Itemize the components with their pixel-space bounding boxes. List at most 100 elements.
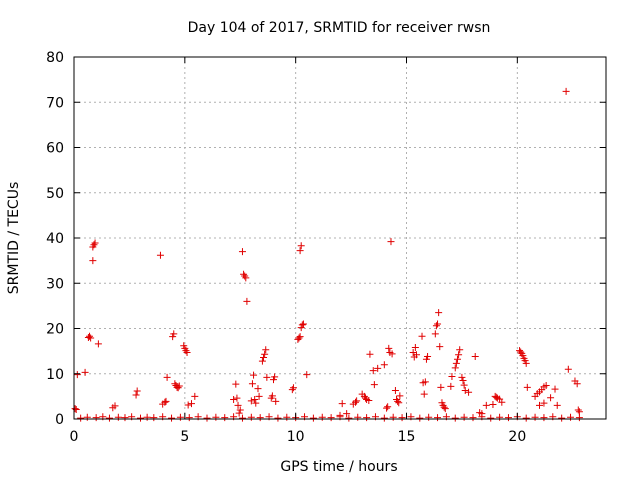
y-tick-label-0: 0 [55, 412, 64, 428]
data-point-0-201 [354, 413, 362, 421]
data-point-0-119 [440, 403, 448, 411]
x-tick-label-3: 15 [398, 429, 416, 445]
data-point-0-5 [86, 332, 94, 340]
data-point-0-190 [256, 414, 264, 422]
data-point-0-87 [370, 381, 378, 389]
y-axis-label: SRMTID / TECUs [6, 182, 22, 295]
data-point-0-10 [91, 239, 99, 247]
data-point-0-48 [250, 371, 258, 379]
data-point-0-44 [242, 274, 250, 282]
data-point-0-108 [421, 378, 429, 386]
data-point-0-166 [574, 406, 582, 414]
data-point-0-32 [184, 401, 192, 409]
data-point-0-149 [522, 359, 530, 367]
data-point-0-63 [288, 386, 296, 394]
data-point-0-167 [575, 408, 583, 416]
data-point-0-50 [252, 399, 260, 407]
data-point-0-176 [137, 414, 144, 422]
data-point-0-225 [567, 413, 575, 421]
data-point-0-226 [575, 414, 583, 422]
data-point-0-20 [163, 373, 171, 381]
data-point-0-115 [436, 343, 444, 351]
data-point-0-61 [271, 373, 279, 381]
data-point-0-173 [114, 413, 122, 421]
data-point-0-126 [455, 351, 463, 359]
data-point-0-178 [150, 414, 158, 422]
x-axis-ticks: 0 5 10 15 20 [70, 57, 526, 445]
data-point-0-90 [383, 404, 391, 412]
data-point-0-169 [83, 413, 91, 421]
data-point-0-11 [94, 340, 102, 348]
data-point-0-40 [236, 406, 244, 414]
y-tick-label-7: 70 [46, 95, 64, 111]
data-point-0-14 [132, 391, 140, 399]
data-point-0-202 [363, 414, 371, 422]
data-point-0-75 [338, 400, 346, 408]
data-point-0-124 [452, 359, 460, 367]
y-tick-label-3: 30 [46, 276, 64, 292]
data-point-0-16 [156, 251, 164, 259]
data-point-0-131 [461, 386, 469, 394]
data-point-0-62 [272, 397, 280, 405]
data-point-0-67 [296, 333, 304, 341]
data-point-0-150 [523, 383, 531, 391]
data-point-0-112 [432, 322, 440, 330]
data-point-0-33 [187, 400, 195, 408]
data-point-0-91 [384, 403, 392, 411]
data-point-0-89 [380, 361, 388, 369]
x-tick-label-1: 5 [180, 429, 189, 445]
data-point-0-125 [453, 355, 461, 363]
data-point-0-105 [418, 332, 426, 340]
data-point-0-39 [235, 409, 243, 417]
data-point-0-204 [380, 414, 388, 422]
data-point-0-139 [492, 393, 500, 401]
data-point-0-0 [71, 405, 79, 413]
data-point-0-76 [343, 410, 351, 418]
grid [74, 57, 606, 419]
data-point-0-213 [460, 413, 468, 421]
data-point-0-95 [388, 350, 396, 358]
data-point-0-132 [465, 388, 473, 396]
data-point-0-220 [522, 414, 530, 422]
data-point-0-122 [448, 372, 456, 380]
data-point-0-121 [447, 382, 455, 390]
data-point-0-116 [437, 383, 445, 391]
data-point-0-186 [221, 414, 229, 422]
data-point-0-129 [459, 377, 467, 385]
data-point-0-64 [289, 384, 297, 392]
data-point-0-165 [573, 380, 581, 388]
data-point-0-96 [391, 386, 399, 394]
data-point-0-72 [297, 242, 305, 250]
data-point-0-66 [295, 334, 303, 342]
data-point-0-22 [170, 330, 178, 338]
data-point-0-57 [263, 373, 271, 381]
data-point-0-142 [498, 398, 506, 406]
data-point-0-23 [171, 380, 179, 388]
data-point-0-163 [564, 365, 572, 373]
data-point-0-189 [247, 413, 255, 421]
data-point-0-86 [369, 367, 377, 375]
y-tick-label-2: 20 [46, 322, 64, 338]
data-point-0-49 [251, 396, 259, 404]
data-point-0-170 [92, 414, 100, 422]
data-point-0-78 [352, 398, 360, 406]
data-point-0-73 [303, 371, 311, 379]
data-point-0-54 [260, 353, 268, 361]
data-point-0-212 [451, 414, 459, 422]
data-point-0-31 [183, 348, 191, 356]
data-point-0-98 [394, 397, 402, 405]
data-point-0-45 [243, 297, 251, 305]
data-point-0-144 [517, 348, 525, 356]
data-point-0-56 [262, 346, 270, 354]
data-point-0-196 [309, 414, 317, 422]
data-point-0-192 [274, 414, 282, 422]
data-point-0-217 [496, 413, 504, 421]
data-point-0-111 [431, 330, 439, 338]
data-point-0-160 [551, 385, 559, 393]
chart-title: Day 104 of 2017, SRMTID for receiver rws… [188, 20, 491, 36]
data-point-0-218 [504, 414, 512, 422]
data-point-0-47 [248, 380, 256, 388]
data-point-0-7 [89, 257, 97, 265]
data-point-0-216 [487, 414, 495, 422]
